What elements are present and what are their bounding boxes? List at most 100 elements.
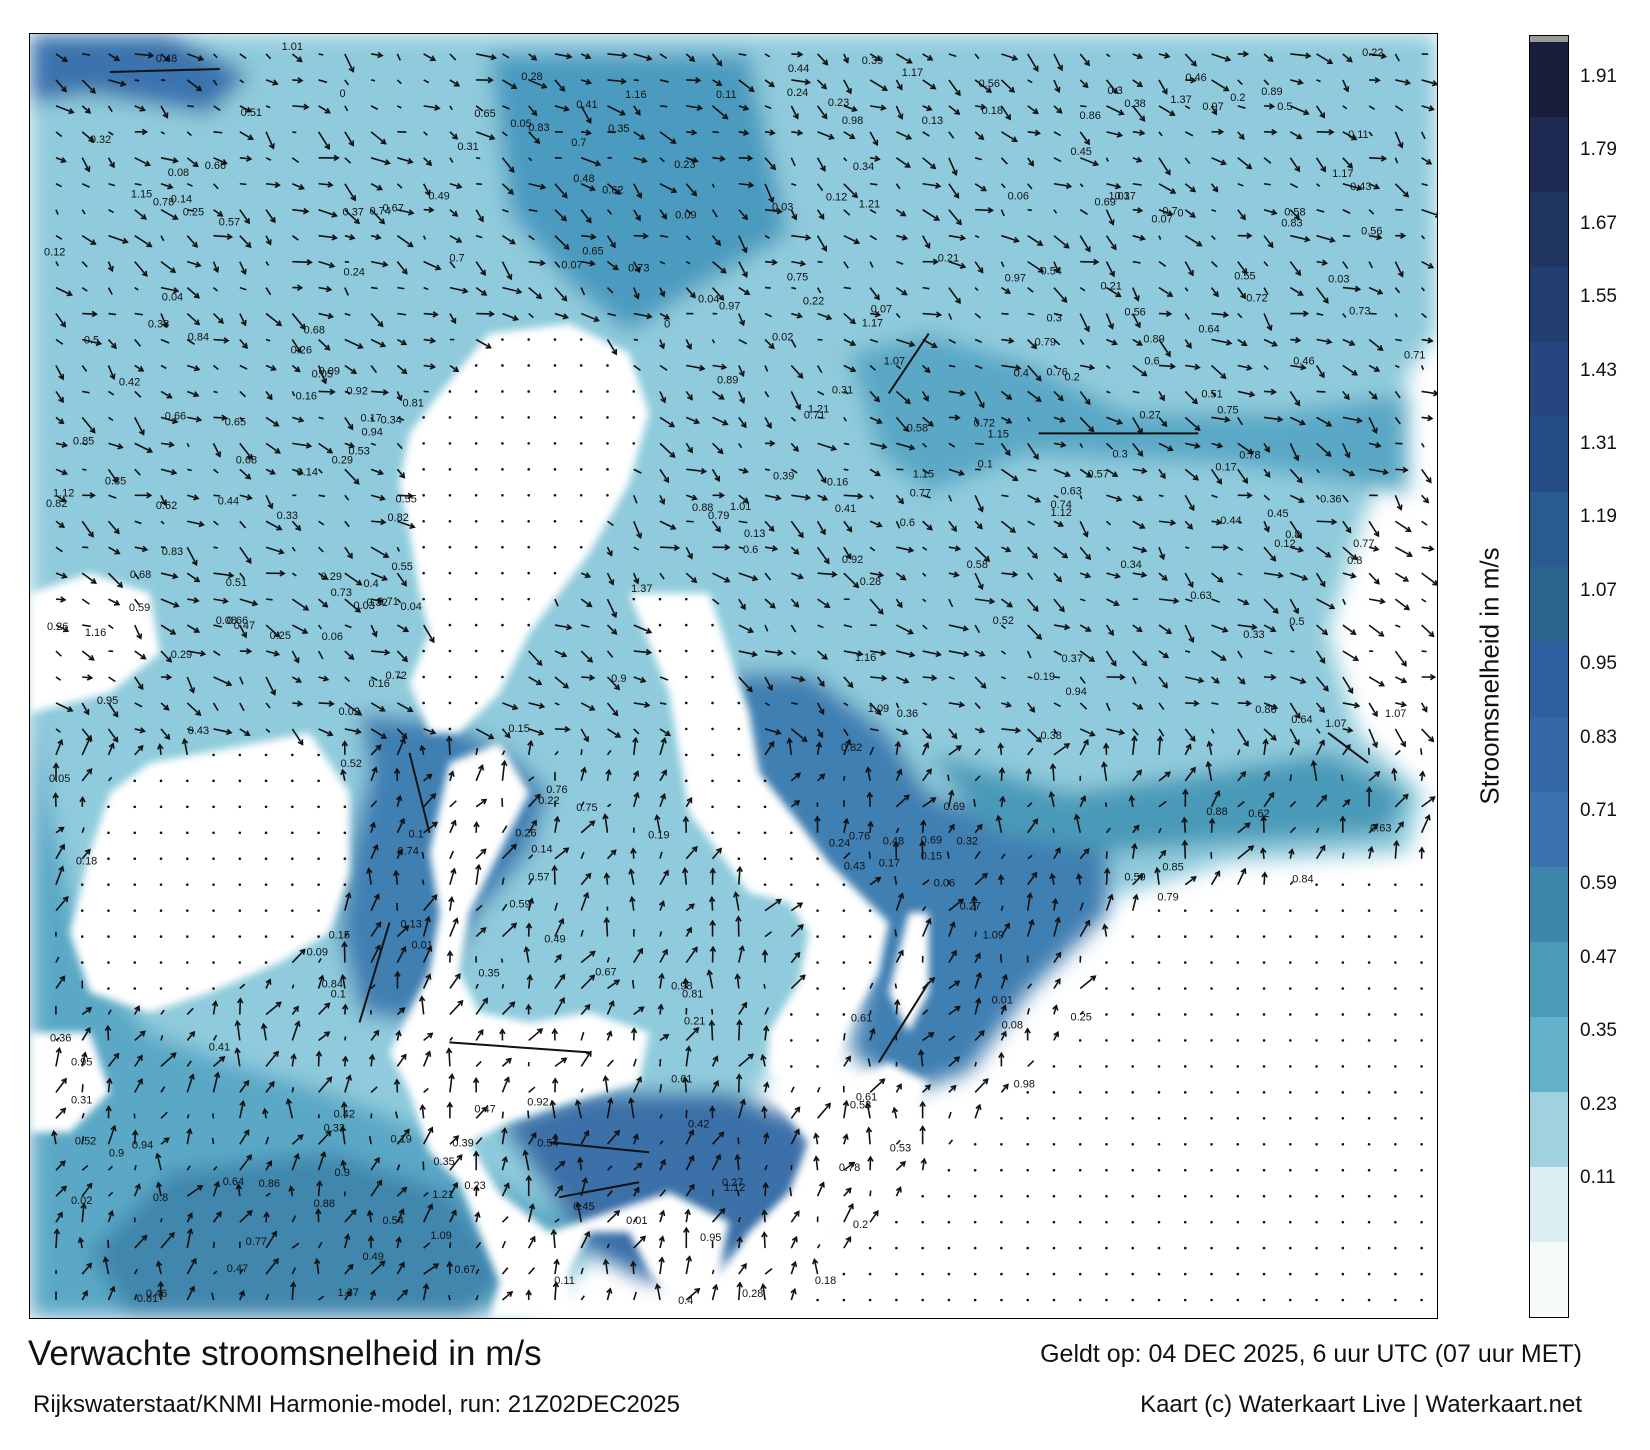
arrow-head (1267, 241, 1274, 249)
arrow-head (739, 1098, 746, 1106)
grid-dot (474, 649, 478, 653)
current-arrow (711, 1208, 725, 1223)
arrow-head (614, 1129, 621, 1136)
grid-dot (1341, 1142, 1345, 1146)
arrow-head (116, 581, 124, 589)
current-arrow (604, 1076, 609, 1093)
speed-label: 0.02 (772, 332, 793, 344)
speed-label: 0.7 (449, 253, 464, 265)
arrow-head (1004, 288, 1012, 294)
arrow-head (489, 134, 496, 141)
current-arrow (948, 898, 964, 912)
current-arrow (1105, 546, 1111, 551)
current-arrow (1158, 702, 1165, 711)
arrow-head (982, 1078, 989, 1085)
current-arrow (554, 676, 569, 689)
speed-label: 0.63 (1370, 823, 1391, 835)
current-arrow (1237, 105, 1246, 109)
arrow-head (682, 815, 690, 823)
current-arrow (1000, 209, 1005, 217)
current-speed-map[interactable]: 0.27 0.16 0.15 0.19 0.09 0.11 0.2 0.18 0.22 0.26 0… (29, 33, 1438, 1319)
current-arrow (659, 157, 665, 163)
current-arrow (81, 261, 88, 268)
arrow-head (1064, 471, 1071, 478)
current-arrow (81, 416, 96, 433)
arrow-head (1165, 350, 1171, 358)
current-arrow (764, 931, 773, 938)
current-arrow (817, 494, 828, 501)
current-arrow (1395, 79, 1410, 84)
grid-dot (1157, 935, 1161, 938)
current-arrow (396, 364, 407, 374)
speed-label: 0.22 (538, 795, 559, 807)
arrow-head (244, 730, 251, 737)
grid-dot (238, 779, 242, 783)
speed-label: 0.08 (168, 167, 189, 179)
current-arrow (344, 1004, 347, 1015)
current-arrow (1368, 105, 1376, 110)
arrow-head (275, 1001, 282, 1008)
arrow-head (480, 289, 488, 296)
arrow-head (948, 789, 955, 796)
current-arrow (108, 131, 114, 136)
arrow-head (424, 915, 431, 923)
current-arrow (1106, 572, 1120, 578)
arrow-head (375, 744, 382, 751)
current-arrow (344, 932, 349, 938)
speed-label: 0.64 (223, 1176, 244, 1188)
arrow-head (475, 863, 482, 871)
arrow-head (377, 321, 384, 328)
speed-label: 0.09 (307, 947, 328, 959)
arrow-head (477, 764, 485, 771)
arrow-head (401, 580, 407, 587)
arrow-head (1005, 114, 1011, 121)
current-arrow (501, 1077, 510, 1093)
current-arrow (1368, 572, 1380, 585)
current-arrow (475, 865, 480, 885)
current-arrow (1315, 728, 1321, 734)
arrow-head (1432, 390, 1437, 397)
current-arrow (81, 79, 96, 94)
current-arrow (922, 442, 928, 448)
arrow-head (266, 394, 273, 401)
current-arrow (1106, 390, 1111, 394)
current-arrow (1079, 702, 1088, 710)
arrow-head (954, 980, 961, 987)
legend-tick-label: 0.47 (1580, 946, 1617, 968)
arrow-head (1190, 766, 1196, 773)
grid-dot (1236, 1065, 1240, 1068)
current-arrow (423, 79, 430, 84)
current-arrow (475, 983, 479, 989)
speed-label: 0.89 (1261, 86, 1282, 98)
arrow-head (1347, 162, 1354, 169)
grid-dot (1341, 1194, 1345, 1198)
current-arrow (580, 801, 585, 808)
grid-dot (185, 883, 189, 886)
arrow-head (1223, 85, 1230, 92)
speed-label: 0.51 (1201, 388, 1222, 400)
arrow-head (906, 57, 913, 64)
current-arrow (791, 234, 810, 239)
arrow-head (67, 706, 74, 713)
arrow-head (393, 767, 401, 774)
arrow-head (1322, 685, 1329, 692)
speed-label: 1.01 (1108, 191, 1129, 203)
arrow-head (1260, 847, 1267, 854)
speed-label: 0.43 (844, 861, 865, 873)
arrow-head (315, 1050, 323, 1057)
current-arrow (1105, 313, 1114, 329)
current-arrow (1079, 443, 1084, 449)
arrow-head (134, 1183, 141, 1190)
current-arrow (685, 183, 697, 196)
speed-label: 0.23 (674, 159, 695, 171)
speed-label: 0.01 (411, 940, 432, 952)
arrow-head (1418, 846, 1426, 853)
speed-label: 0.63 (1190, 590, 1211, 602)
arrow-head (687, 394, 693, 401)
current-arrow (712, 390, 724, 400)
current-arrow (1316, 520, 1336, 523)
arrow-head (95, 339, 103, 347)
grid-dot (1236, 1272, 1240, 1276)
current-arrow (502, 79, 517, 89)
arrow-head (633, 578, 640, 585)
